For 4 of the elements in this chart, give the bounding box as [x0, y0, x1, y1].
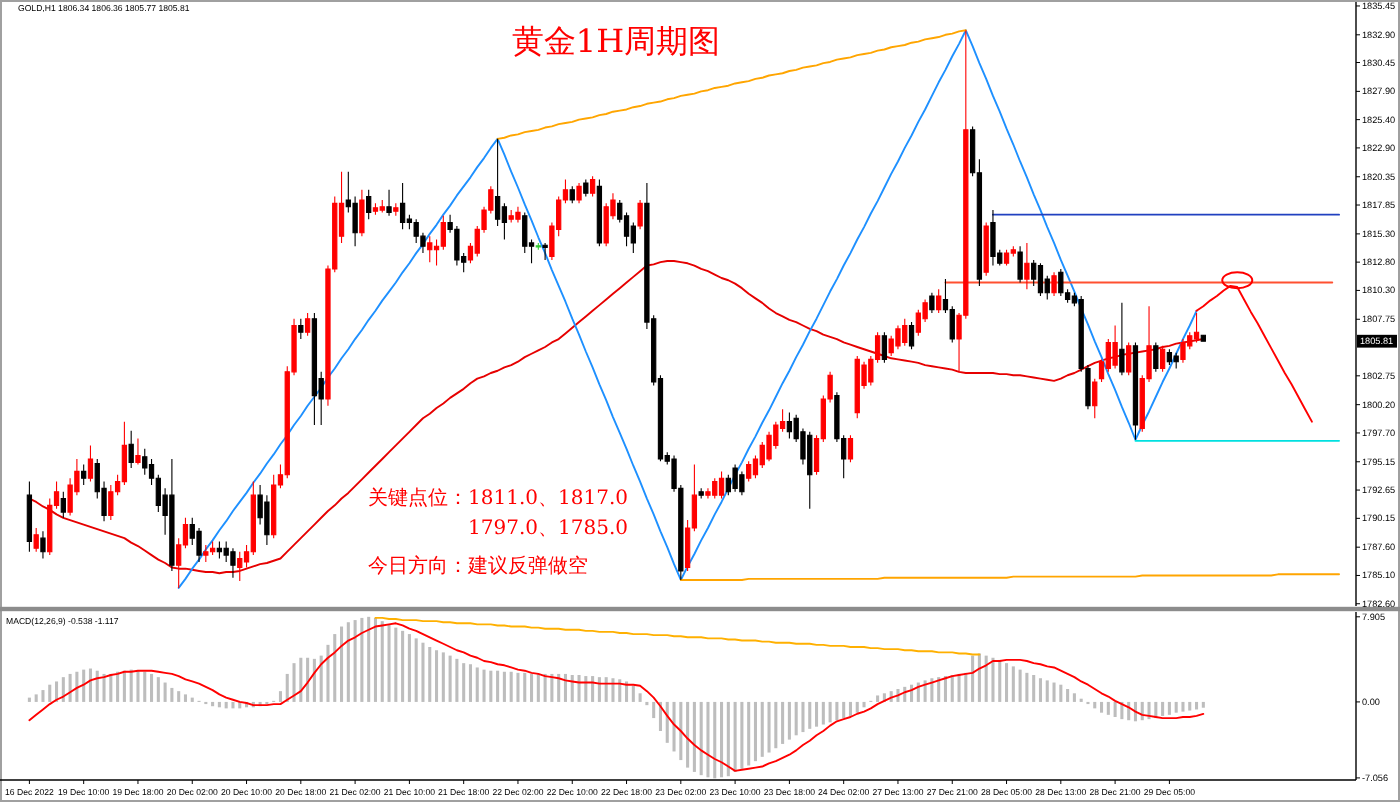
annotation: 今日方向：建议反弹做空: [368, 554, 588, 578]
text: 黄金1H周期图: [511, 22, 721, 60]
annotation: 关键点位：1811.0、1817.0: [368, 486, 628, 510]
annotation: 1797.0、1785.0: [468, 518, 628, 540]
